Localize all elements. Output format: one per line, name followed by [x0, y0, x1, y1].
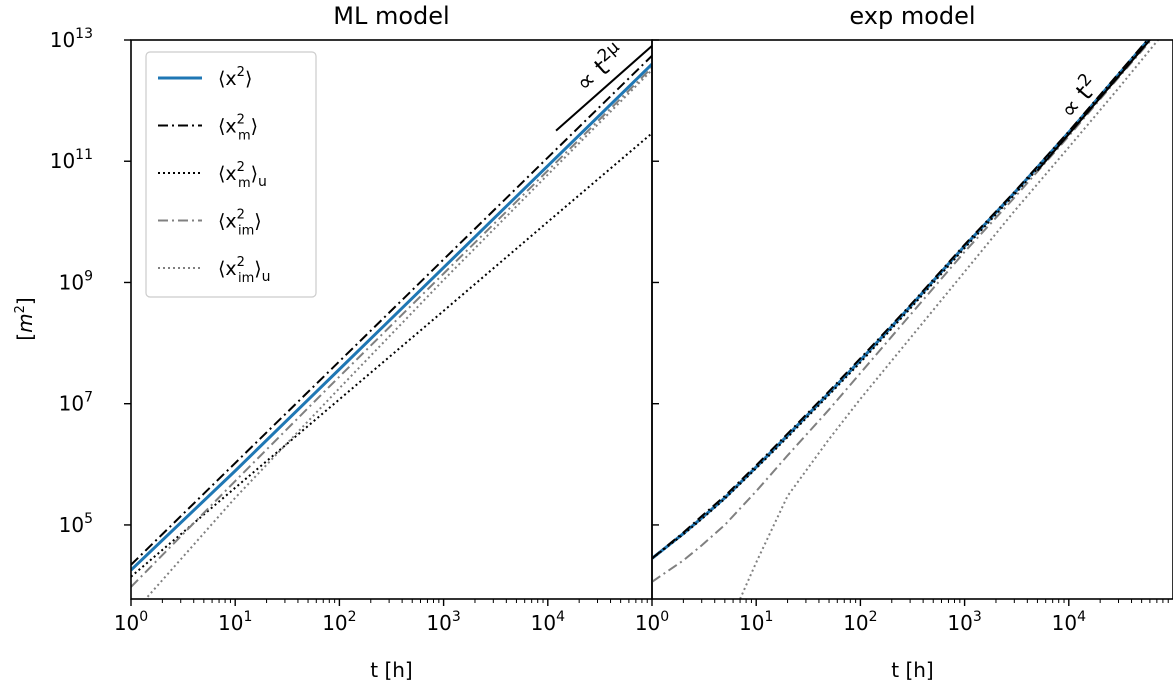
reference-slope-line — [555, 45, 653, 132]
x-tick-label: 102 — [322, 609, 356, 635]
legend-label: ⟨x2 im⟩u — [218, 255, 271, 286]
x-axis-label: t [h] — [370, 658, 412, 682]
x-tick-label: 101 — [739, 609, 773, 635]
y-tick-label: 107 — [59, 390, 93, 416]
reference-slope-line — [1036, 39, 1151, 172]
series-line-2 — [652, 40, 1152, 560]
y-tick-label: 109 — [59, 268, 93, 294]
slope-annotation: ∝ t2μ — [568, 37, 631, 97]
x-tick-label: 103 — [947, 609, 981, 635]
y-ticks — [652, 39, 659, 526]
annotation: ∝ t2 — [1036, 39, 1151, 172]
y-ticks: 105 107 109 1011 1013 — [50, 26, 131, 537]
x-ticks: 100 101 102 103 104 — [635, 599, 1169, 635]
panel-ml-model: ML model [m2] t [h] 100 101 102 103 104 1051… — [13, 2, 653, 682]
series-line-1 — [652, 40, 1149, 560]
axes-frame — [651, 39, 1173, 600]
x-tick-label: 100 — [114, 609, 148, 635]
panel-title: ML model — [333, 2, 449, 30]
y-tick-label: 105 — [59, 511, 93, 537]
series-group — [652, 40, 1160, 599]
series-line-3 — [652, 40, 1153, 583]
x-tick-label: 101 — [218, 609, 252, 635]
series-line-1 — [131, 55, 652, 566]
x-tick-label: 100 — [635, 609, 669, 635]
x-tick-label: 103 — [426, 609, 460, 635]
series-group — [131, 55, 652, 599]
legend-label: ⟨x2⟩ — [218, 65, 252, 90]
legend-label: ⟨x2 im⟩ — [218, 208, 262, 239]
legend: ⟨x2⟩ ⟨x2 m⟩ ⟨x2 m⟩u ⟨x2 im⟩ ⟨x2 im⟩u — [145, 51, 317, 298]
series-line-0 — [131, 63, 652, 572]
y-tick-label: 1011 — [50, 147, 93, 173]
series-line-3 — [131, 66, 652, 588]
x-tick-label: 104 — [531, 609, 565, 635]
x-axis-label: t [h] — [891, 658, 933, 682]
annotation: ∝ t2μ — [555, 37, 653, 132]
x-tick-label: 104 — [1052, 609, 1086, 635]
series-line-4 — [739, 40, 1160, 599]
legend-label: ⟨x2 m⟩u — [218, 160, 267, 191]
series-line-2 — [131, 132, 652, 578]
legend-box — [145, 51, 317, 298]
panel-title: exp model — [849, 2, 975, 30]
x-tick-label: 102 — [843, 609, 877, 635]
slope-annotation: ∝ t2 — [1052, 70, 1105, 124]
x-ticks: 100 101 102 103 104 — [114, 599, 648, 635]
panel-exp-model: exp model t [h] 100 101 102 103 104 ∝ t2 — [635, 2, 1173, 682]
y-tick-label: 1013 — [50, 26, 93, 52]
y-axis-label: [m2] — [13, 297, 37, 340]
series-line-4 — [144, 69, 652, 599]
legend-label: ⟨x2 m⟩ — [218, 113, 258, 144]
series-line-0 — [652, 40, 1151, 560]
